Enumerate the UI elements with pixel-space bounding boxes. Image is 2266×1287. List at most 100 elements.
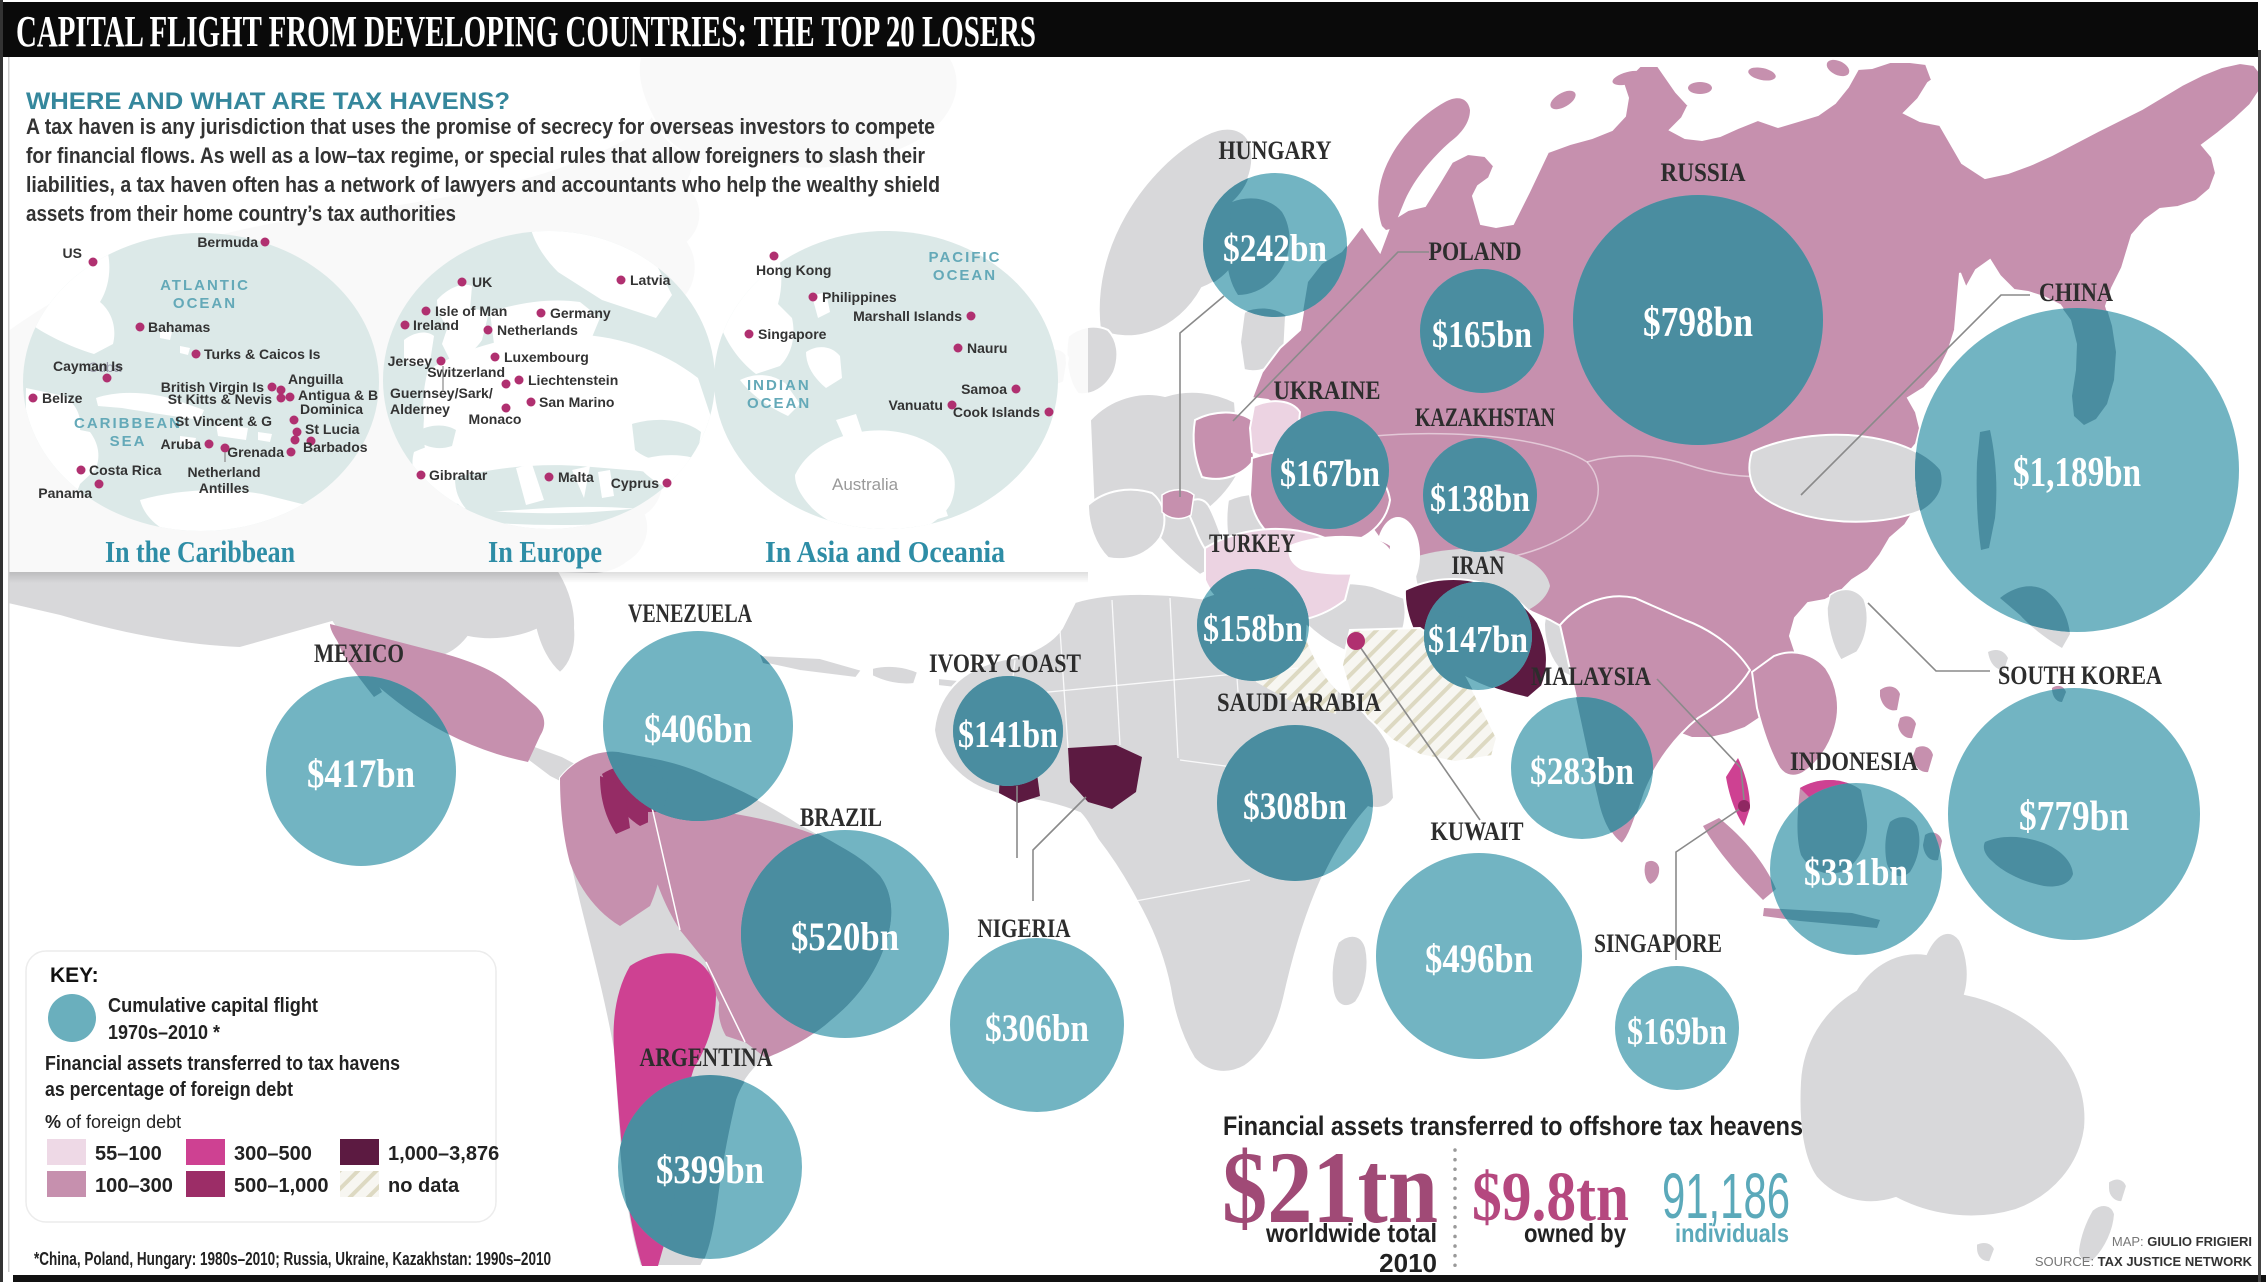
svg-text:CARIBBEAN: CARIBBEAN [74,415,182,432]
svg-text:Cyprus: Cyprus [611,475,659,491]
svg-text:91,186: 91,186 [1662,1160,1790,1232]
svg-text:Alderney: Alderney [390,401,450,417]
svg-text:Marshall Islands: Marshall Islands [853,308,962,324]
svg-text:Dominica: Dominica [300,401,363,417]
svg-text:Hong Kong: Hong Kong [756,262,831,278]
svg-text:KAZAKHSTAN: KAZAKHSTAN [1415,403,1555,432]
svg-text:Luxembourg: Luxembourg [504,349,589,365]
svg-text:Monaco: Monaco [469,411,522,427]
svg-text:Isle of Man: Isle of Man [435,303,507,319]
svg-text:Bermuda: Bermuda [197,234,258,250]
svg-text:Switzerland: Switzerland [427,364,505,380]
svg-text:SOUTH KOREA: SOUTH KOREA [1998,661,2162,690]
svg-text:Netherland: Netherland [187,464,260,480]
svg-text:as percentage of foreign debt: as percentage of foreign debt [45,1079,293,1101]
svg-text:$779bn: $779bn [2019,794,2129,840]
svg-text:1970s–2010 *: 1970s–2010 * [108,1022,220,1044]
svg-text:$520bn: $520bn [791,914,899,959]
svg-text:KEY:: KEY: [50,964,99,987]
svg-text:Antigua & B: Antigua & B [298,387,378,403]
svg-text:individuals: individuals [1675,1218,1789,1248]
svg-text:Cook Islands: Cook Islands [953,404,1040,420]
svg-text:$169bn: $169bn [1627,1011,1727,1053]
svg-text:300–500: 300–500 [234,1143,312,1165]
svg-text:Germany: Germany [550,305,611,321]
svg-text:Cumulative capital flight: Cumulative capital flight [108,995,318,1017]
svg-text:$399bn: $399bn [656,1147,764,1192]
svg-text:PACIFIC: PACIFIC [929,249,1002,266]
svg-text:$21tn: $21tn [1222,1131,1438,1245]
svg-text:Australia: Australia [832,475,899,494]
svg-text:Cayman Is: Cayman Is [53,358,123,374]
svg-text:BRAZIL: BRAZIL [800,803,882,832]
svg-text:VENEZUELA: VENEZUELA [628,599,752,628]
svg-text:OCEAN: OCEAN [747,395,811,412]
svg-text:ATLANTIC: ATLANTIC [160,277,250,294]
svg-text:Financial assets transferred t: Financial assets transferred to offshore… [1223,1111,1803,1141]
svg-text:NIGERIA: NIGERIA [978,914,1071,943]
svg-text:POLAND: POLAND [1429,237,1522,266]
svg-text:WHERE AND WHAT ARE TAX HAVENS?: WHERE AND WHAT ARE TAX HAVENS? [26,88,510,115]
svg-text:Latvia: Latvia [630,272,671,288]
svg-text:SEA: SEA [110,433,147,450]
svg-text:In Asia and Oceania: In Asia and Oceania [765,534,1005,569]
svg-text:$331bn: $331bn [1804,851,1908,894]
svg-text:Singapore: Singapore [758,326,827,342]
svg-text:UKRAINE: UKRAINE [1274,376,1381,405]
svg-text:Gibraltar: Gibraltar [429,467,488,483]
svg-text:Netherlands: Netherlands [497,322,578,338]
svg-text:$1,189bn: $1,189bn [2013,450,2141,496]
svg-text:Bahamas: Bahamas [148,319,210,335]
svg-text:$165bn: $165bn [1432,314,1532,356]
svg-text:$283bn: $283bn [1530,750,1634,793]
svg-text:In the Caribbean: In the Caribbean [105,534,295,569]
svg-text:Belize: Belize [42,390,83,406]
svg-text:Malta: Malta [558,469,594,485]
svg-text:TURKEY: TURKEY [1209,529,1295,558]
svg-text:US: US [63,245,82,261]
svg-text:$798bn: $798bn [1643,300,1753,346]
svg-text:UK: UK [472,274,492,290]
svg-text:INDONESIA: INDONESIA [1790,747,1918,776]
svg-text:Grenada: Grenada [227,444,284,460]
svg-text:$9.8tn: $9.8tn [1472,1159,1629,1236]
svg-text:Cuba: Cuba [88,359,122,375]
svg-text:British Virgin Is: British Virgin Is [161,379,264,395]
svg-text:Aruba: Aruba [161,436,202,452]
svg-text:55–100: 55–100 [95,1143,162,1165]
svg-text:Guernsey/Sark/: Guernsey/Sark/ [390,385,493,401]
svg-text:Philippines: Philippines [822,289,897,305]
svg-text:INDIAN: INDIAN [747,377,811,394]
svg-text:1,000–3,876: 1,000–3,876 [388,1143,499,1165]
svg-text:$417bn: $417bn [307,751,415,796]
svg-text:% of foreign debt: % of foreign debt [45,1112,181,1132]
svg-text:Financial assets transferred t: Financial assets transferred to tax have… [45,1053,400,1075]
svg-text:$496bn: $496bn [1425,936,1533,981]
svg-text:RUSSIA: RUSSIA [1661,158,1746,187]
svg-text:Panama: Panama [38,485,92,501]
svg-text:$406bn: $406bn [644,706,752,751]
svg-text:Barbados: Barbados [303,439,368,455]
svg-text:500–1,000: 500–1,000 [234,1175,329,1197]
svg-text:Turks & Caicos Is: Turks & Caicos Is [204,346,321,362]
svg-text:Antilles: Antilles [199,480,250,496]
svg-text:*China, Poland, Hungary: 1980s: *China, Poland, Hungary: 1980s–2010; Rus… [34,1249,551,1269]
svg-text:Liechtenstein: Liechtenstein [528,372,618,388]
svg-text:MEXICO: MEXICO [314,639,404,668]
svg-text:$242bn: $242bn [1223,227,1327,270]
svg-text:2010: 2010 [1379,1248,1437,1278]
svg-text:Samoa: Samoa [961,381,1007,397]
svg-text:Costa Rica: Costa Rica [89,462,162,478]
svg-text:OCEAN: OCEAN [173,295,237,312]
svg-text:Nauru: Nauru [967,340,1007,356]
svg-text:$147bn: $147bn [1428,619,1528,661]
svg-text:St Kitts & Nevis: St Kitts & Nevis [168,391,272,407]
svg-text:CHINA: CHINA [2039,278,2113,307]
svg-text:liabilities, a tax haven often: liabilities, a tax haven often has a net… [26,172,940,197]
svg-text:worldwide total: worldwide total [1265,1218,1437,1248]
svg-text:for financial flows. As well a: for financial flows. As well as a low–ta… [26,143,925,168]
svg-text:HUNGARY: HUNGARY [1219,136,1332,165]
svg-text:A tax haven is any jurisdictio: A tax haven is any jurisdiction that use… [26,114,935,139]
svg-text:SAUDI ARABIA: SAUDI ARABIA [1217,688,1381,717]
svg-text:Ireland: Ireland [413,317,459,333]
